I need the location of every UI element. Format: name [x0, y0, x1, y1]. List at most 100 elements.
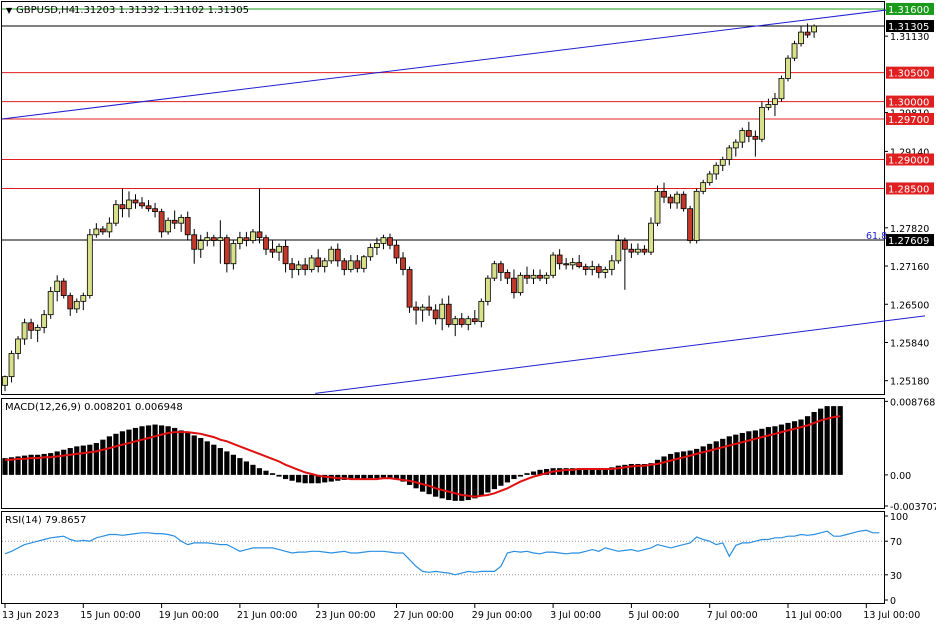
level-tag-text-6: 1.28500 [888, 184, 929, 195]
candle-body-18 [119, 204, 126, 210]
macd-bar-27 [178, 430, 184, 475]
macd-bar-23 [152, 424, 158, 475]
level-tag-text-4: 1.29700 [888, 115, 929, 126]
macd-bar-103 [674, 452, 680, 475]
candle-body-17 [113, 204, 119, 224]
candle-body-120 [785, 57, 791, 79]
macd-bar-8 [54, 451, 60, 475]
macd-bar-108 [707, 443, 713, 475]
symbol-label: GBPUSD,H4 [16, 5, 75, 16]
macd-bar-127 [831, 406, 837, 475]
candle-body-116 [759, 106, 765, 140]
candle-body-22 [145, 205, 152, 210]
candle-body-34 [223, 237, 230, 265]
trend-line-1 [315, 315, 926, 394]
macd-bar-45 [296, 474, 302, 483]
candle-body-55 [360, 256, 367, 269]
candle-body-68 [445, 303, 452, 325]
rsi-tick-1: 70 [890, 537, 902, 548]
candle-body-88 [576, 262, 583, 268]
rsi-label: RSI(14) 79.8657 [5, 515, 86, 526]
macd-bar-49 [322, 474, 328, 483]
candle-body-95 [621, 240, 628, 250]
rsi-tick-3: 0 [890, 596, 896, 607]
macd-bar-3 [21, 455, 28, 475]
candle-body-78 [511, 277, 517, 294]
macd-bar-41 [269, 473, 276, 475]
macd-bar-46 [302, 474, 308, 484]
macd-tick-1: 0.00 [890, 471, 911, 482]
rsi-axis-ticks: 100 70 30 0 [884, 512, 908, 607]
level-tag-bg-3 [886, 95, 934, 108]
candle-body-28 [184, 216, 191, 236]
candle-body-67 [439, 303, 446, 320]
candle-body-121 [791, 43, 798, 59]
candle-body-20 [132, 199, 139, 204]
macd-bar-7 [48, 453, 54, 475]
macd-panel-frame [1, 398, 885, 509]
level-tag-bg-7 [886, 234, 934, 247]
macd-bar-126 [824, 406, 830, 475]
candle-body-16 [106, 222, 113, 233]
candle-body-96 [628, 248, 635, 253]
candle-body-56 [367, 247, 374, 258]
macd-bar-72 [472, 474, 478, 499]
candle-body-37 [243, 237, 250, 241]
candle-body-69 [452, 318, 459, 325]
macd-bar-77 [504, 474, 511, 483]
candle-body-40 [263, 237, 269, 250]
candle-body-52 [341, 260, 348, 270]
macd-bar-0 [2, 458, 8, 475]
macd-bar-26 [172, 427, 178, 475]
ohlc-values: 1.31203 1.31332 1.31102 1.31305 [74, 5, 249, 16]
macd-bar-96 [628, 463, 634, 475]
macd-bar-117 [765, 427, 772, 475]
candle-body-21 [139, 202, 145, 207]
macd-bar-2 [15, 456, 21, 475]
candle-body-49 [321, 260, 328, 268]
candle-body-108 [706, 173, 713, 184]
candle-body-51 [334, 248, 341, 262]
macd-bar-94 [615, 465, 621, 475]
macd-bar-114 [746, 431, 752, 475]
macd-tick-0: 0.008768 [890, 397, 935, 408]
macd-bar-69 [452, 474, 458, 501]
macd-bar-120 [785, 422, 791, 475]
candle-body-89 [582, 266, 589, 270]
macd-bar-93 [609, 467, 615, 475]
time-label-6: 29 Jun 00:00 [472, 610, 532, 621]
candle-body-61 [400, 257, 406, 270]
macd-bar-104 [681, 451, 687, 475]
price-tick-2: 1.29140 [890, 147, 929, 158]
macd-bar-65 [426, 474, 432, 495]
macd-bar-55 [361, 474, 367, 480]
macd-bar-110 [720, 438, 726, 475]
macd-bar-57 [374, 474, 380, 479]
time-label-0: 13 Jun 2023 [2, 610, 59, 621]
macd-bar-74 [485, 474, 491, 493]
macd-bar-101 [661, 456, 667, 475]
rsi-tick-2: 30 [890, 571, 902, 582]
macd-bar-24 [159, 425, 165, 475]
symbol-dropdown-icon[interactable]: ▼ [6, 6, 13, 15]
macd-tick-2: -0.003707 [890, 502, 936, 513]
candle-body-66 [432, 309, 439, 320]
level-tag-text-0: 1.31600 [888, 5, 929, 16]
time-label-10: 11 Jul 00:00 [785, 610, 842, 621]
macd-bar-43 [282, 474, 289, 480]
macd-bar-11 [74, 446, 80, 475]
candle-body-85 [556, 254, 563, 265]
price-tick-4: 1.27160 [890, 262, 929, 273]
rsi-line [4, 529, 880, 576]
macd-bar-54 [354, 474, 360, 480]
candle-body-65 [426, 306, 433, 311]
macd-bar-33 [217, 448, 223, 475]
price-axis-ticks: 1.311301.298101.291401.278201.271601.265… [884, 32, 929, 388]
macd-bar-81 [530, 471, 537, 475]
macd-bar-79 [517, 474, 524, 477]
level-tag-bg-4 [886, 112, 934, 125]
macd-bar-14 [93, 443, 99, 475]
macd-bar-16 [106, 436, 112, 475]
candle-body-9 [60, 280, 67, 296]
